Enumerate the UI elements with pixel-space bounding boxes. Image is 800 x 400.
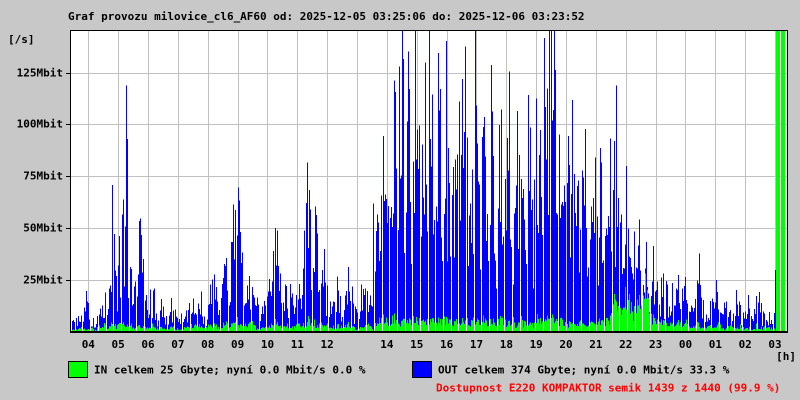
y-tick-mark: [66, 176, 71, 178]
x-tick-label: 03: [768, 338, 782, 351]
x-axis-unit-label: [h]: [776, 350, 796, 363]
traffic-chart-svg: [71, 31, 787, 332]
x-tick-label: 08: [201, 338, 215, 351]
legend-label-out: OUT celkem 374 Gbyte; nyní 0.0 Mbit/s 33…: [438, 363, 730, 377]
plot-area: [70, 30, 788, 333]
x-tick-label: 19: [529, 338, 543, 351]
y-tick-mark: [66, 228, 71, 230]
x-tick-label: 00: [678, 338, 693, 351]
x-tick-label: 01: [708, 338, 722, 351]
series-out: [72, 31, 785, 332]
page-title: Graf provozu milovice_cl6_AF60 od: 2025-…: [68, 10, 585, 23]
x-tick-label: 20: [559, 338, 573, 351]
x-tick-label: 11: [290, 338, 304, 351]
series-in: [72, 31, 785, 332]
y-tick-label: 75Mbit: [23, 169, 63, 183]
x-tick-label: 23: [648, 338, 663, 351]
x-tick-label: 17: [469, 338, 484, 351]
legend-swatch-out: [412, 361, 432, 378]
y-tick-label: 125Mbit: [16, 66, 63, 80]
x-tick-label: 15: [410, 338, 424, 351]
y-tick-label: 50Mbit: [23, 221, 63, 235]
x-tick-label: 07: [171, 338, 185, 351]
x-tick-label: 14: [380, 338, 394, 351]
y-axis-unit-label: [/s]: [8, 33, 35, 46]
x-tick-label: 02: [738, 338, 752, 351]
y-tick-mark: [66, 124, 71, 126]
x-tick-label: 16: [439, 338, 454, 351]
x-tick-label: 06: [141, 338, 155, 351]
x-tick-label: 09: [230, 338, 245, 351]
x-tick-label: 10: [260, 338, 275, 351]
legend-swatch-in: [68, 361, 88, 378]
y-tick-label: 25Mbit: [23, 273, 63, 287]
y-tick-mark: [66, 280, 71, 282]
legend-label-in: IN celkem 25 Gbyte; nyní 0.0 Mbit/s 0.0 …: [94, 363, 366, 377]
x-tick-label: 22: [619, 338, 633, 351]
x-tick-label: 12: [320, 338, 334, 351]
y-tick-mark: [66, 72, 71, 74]
x-tick-label: 04: [81, 338, 95, 351]
y-tick-label: 100Mbit: [16, 117, 63, 131]
availability-status-text: Dostupnost E220 KOMPAKTOR semik 1439 z 1…: [436, 381, 781, 395]
x-tick-label: 18: [499, 338, 513, 351]
x-tick-label: 05: [111, 338, 125, 351]
x-tick-label: 21: [589, 338, 603, 351]
